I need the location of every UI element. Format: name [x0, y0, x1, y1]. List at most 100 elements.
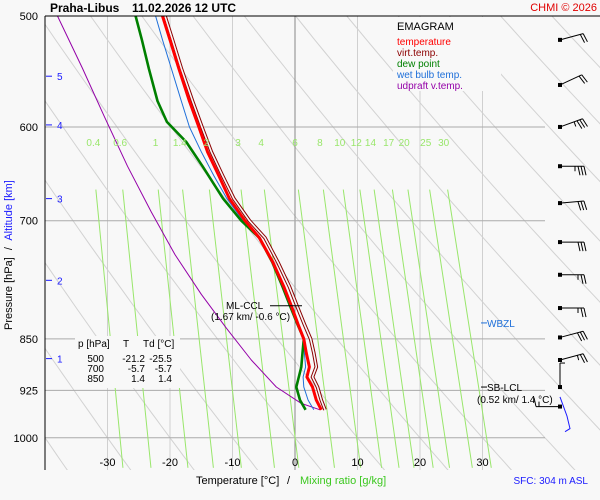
sb-lcl-label: SB-LCL: [487, 383, 522, 394]
legend-item-wet-bulb: wet bulb temp.: [396, 70, 462, 81]
pressure-tick-label: 600: [20, 122, 38, 134]
mixing-ratio-line: [322, 189, 362, 468]
data-table-cell: 1.4: [131, 374, 145, 385]
mixing-ratio-line: [95, 189, 124, 468]
wind-barb-half-feather: [573, 121, 577, 127]
pressure-tick-label: 925: [20, 385, 38, 397]
legend-item-virt-temp: virt.temp.: [397, 48, 438, 59]
wbzl-label: WBZL: [487, 319, 515, 330]
wind-barb-feather: [576, 332, 583, 342]
temperature-tick-label: -10: [225, 457, 241, 469]
mixing-ratio-label: 0.4: [86, 138, 100, 149]
wind-barb-staff: [559, 33, 584, 41]
mixing-ratio-line: [359, 189, 400, 468]
data-table: p [hPa] T Td [°C] 500 -21.2 -25.5 700 -5.7 -5.7 8…: [78, 339, 174, 385]
mixing-ratio-label: 10: [334, 138, 346, 149]
pressure-tick-label: 850: [20, 334, 38, 346]
mixing-ratio-line: [391, 189, 434, 468]
wind-barb-feather: [580, 201, 585, 211]
wind-barb: [558, 272, 587, 284]
sounding-datetime: 11.02.2026 12 UTC: [132, 1, 236, 15]
y-axis-label: Pressure [hPa] / Altitude [km]: [3, 180, 15, 330]
mixing-ratio-label: 4: [258, 138, 264, 149]
legend-item-temperature: temperature: [397, 37, 451, 48]
dry-adiabat-line: [551, 16, 600, 69]
x-axis-label-temperature: Temperature [°C]: [196, 475, 279, 487]
ml-ccl-label: ML-CCL: [226, 301, 264, 312]
data-table-header: T: [123, 339, 129, 350]
wind-barb-staff: [559, 330, 584, 338]
altitude-tick-label: 1: [57, 355, 63, 366]
data-table-cell: 700: [87, 364, 104, 375]
dry-adiabat-line: [45, 261, 195, 470]
mixing-ratio-label: 30: [438, 138, 450, 149]
sb-lcl-value: (0.52 km/ 1.4 °C): [477, 395, 553, 406]
wind-barb: [533, 397, 562, 409]
wind-barb: [558, 33, 588, 43]
y-axis-label-altitude: Altitude [km]: [3, 180, 15, 241]
wind-barb: [558, 306, 587, 318]
dry-adiabat-line: [243, 16, 600, 431]
mixing-ratio-label: 0.6: [113, 138, 127, 149]
wind-barb-staff: [559, 353, 584, 361]
wind-barb-feather: [583, 166, 587, 176]
series-temperature: [161, 16, 323, 411]
wind-barb-feather: [582, 353, 588, 363]
wind-barb-feather: [578, 75, 586, 84]
x-axis-label-separator: /: [287, 475, 291, 487]
dry-adiabat-line: [580, 0, 600, 473]
wind-barb-feather: [582, 33, 588, 43]
wind-barb-feather: [576, 120, 583, 129]
wind-barb: [558, 353, 588, 363]
wind-barb-feather: [582, 118, 588, 127]
temperature-tick-label: -30: [100, 457, 116, 469]
temperature-tick-label: 30: [476, 457, 488, 469]
pressure-tick-label: 700: [20, 216, 38, 228]
wind-barb: [558, 118, 588, 129]
altitude-tick-label: 3: [57, 195, 63, 206]
dry-adiabat-line: [45, 99, 322, 470]
data-table-cell: -21.2: [122, 354, 145, 365]
wind-barb: [558, 240, 587, 252]
x-axis-label-mixing-ratio: Mixing ratio [g/kg]: [300, 475, 386, 487]
mixing-ratio-label: 8: [317, 138, 323, 149]
series-updraft: [57, 16, 321, 411]
mixing-ratio-line: [182, 189, 214, 468]
mixing-ratio-line: [342, 189, 383, 468]
wind-barb-feather: [580, 274, 584, 284]
station-name: Praha-Libus: [50, 1, 120, 15]
y-axis-label-separator: /: [3, 246, 15, 250]
mixing-ratio-label: 3: [235, 138, 241, 149]
mixing-ratio-line: [122, 189, 152, 468]
wind-barb-feather: [583, 200, 588, 210]
dry-adiabat-line: [45, 23, 386, 470]
legend-box: [393, 17, 501, 91]
wind-barb-feather: [579, 119, 586, 128]
legend-item-dew-point: dew point: [397, 59, 440, 70]
axes-layer: [44, 15, 600, 470]
mixing-ratio-line: [407, 189, 451, 468]
wind-barb-feather: [582, 331, 588, 340]
wind-barb-feather: [580, 166, 584, 176]
wind-barb-feather: [583, 307, 587, 318]
temperature-tick-label: 20: [414, 457, 426, 469]
mixing-ratio-line: [240, 189, 275, 468]
wind-barb-feather: [581, 74, 588, 83]
data-table-header: p [hPa]: [78, 339, 110, 350]
wind-barb-half-feather: [576, 355, 580, 361]
wind-barb-feather: [577, 241, 581, 252]
pressure-tick-label: 1000: [14, 433, 38, 445]
data-table-bg: [75, 336, 180, 388]
wind-barb-feather: [579, 331, 585, 341]
wind-barb-feather: [533, 397, 537, 407]
mixing-ratio-label: 1.4: [173, 138, 187, 149]
mixing-ratio-line: [157, 189, 189, 468]
altitude-tick-label: 5: [57, 72, 63, 83]
wind-barb: [558, 164, 587, 176]
wind-barb-feather: [583, 274, 587, 284]
altitude-tick-label: 4: [57, 121, 63, 132]
mixing-ratio-label: 6: [292, 138, 298, 149]
data-table-header: Td [°C]: [143, 339, 174, 350]
